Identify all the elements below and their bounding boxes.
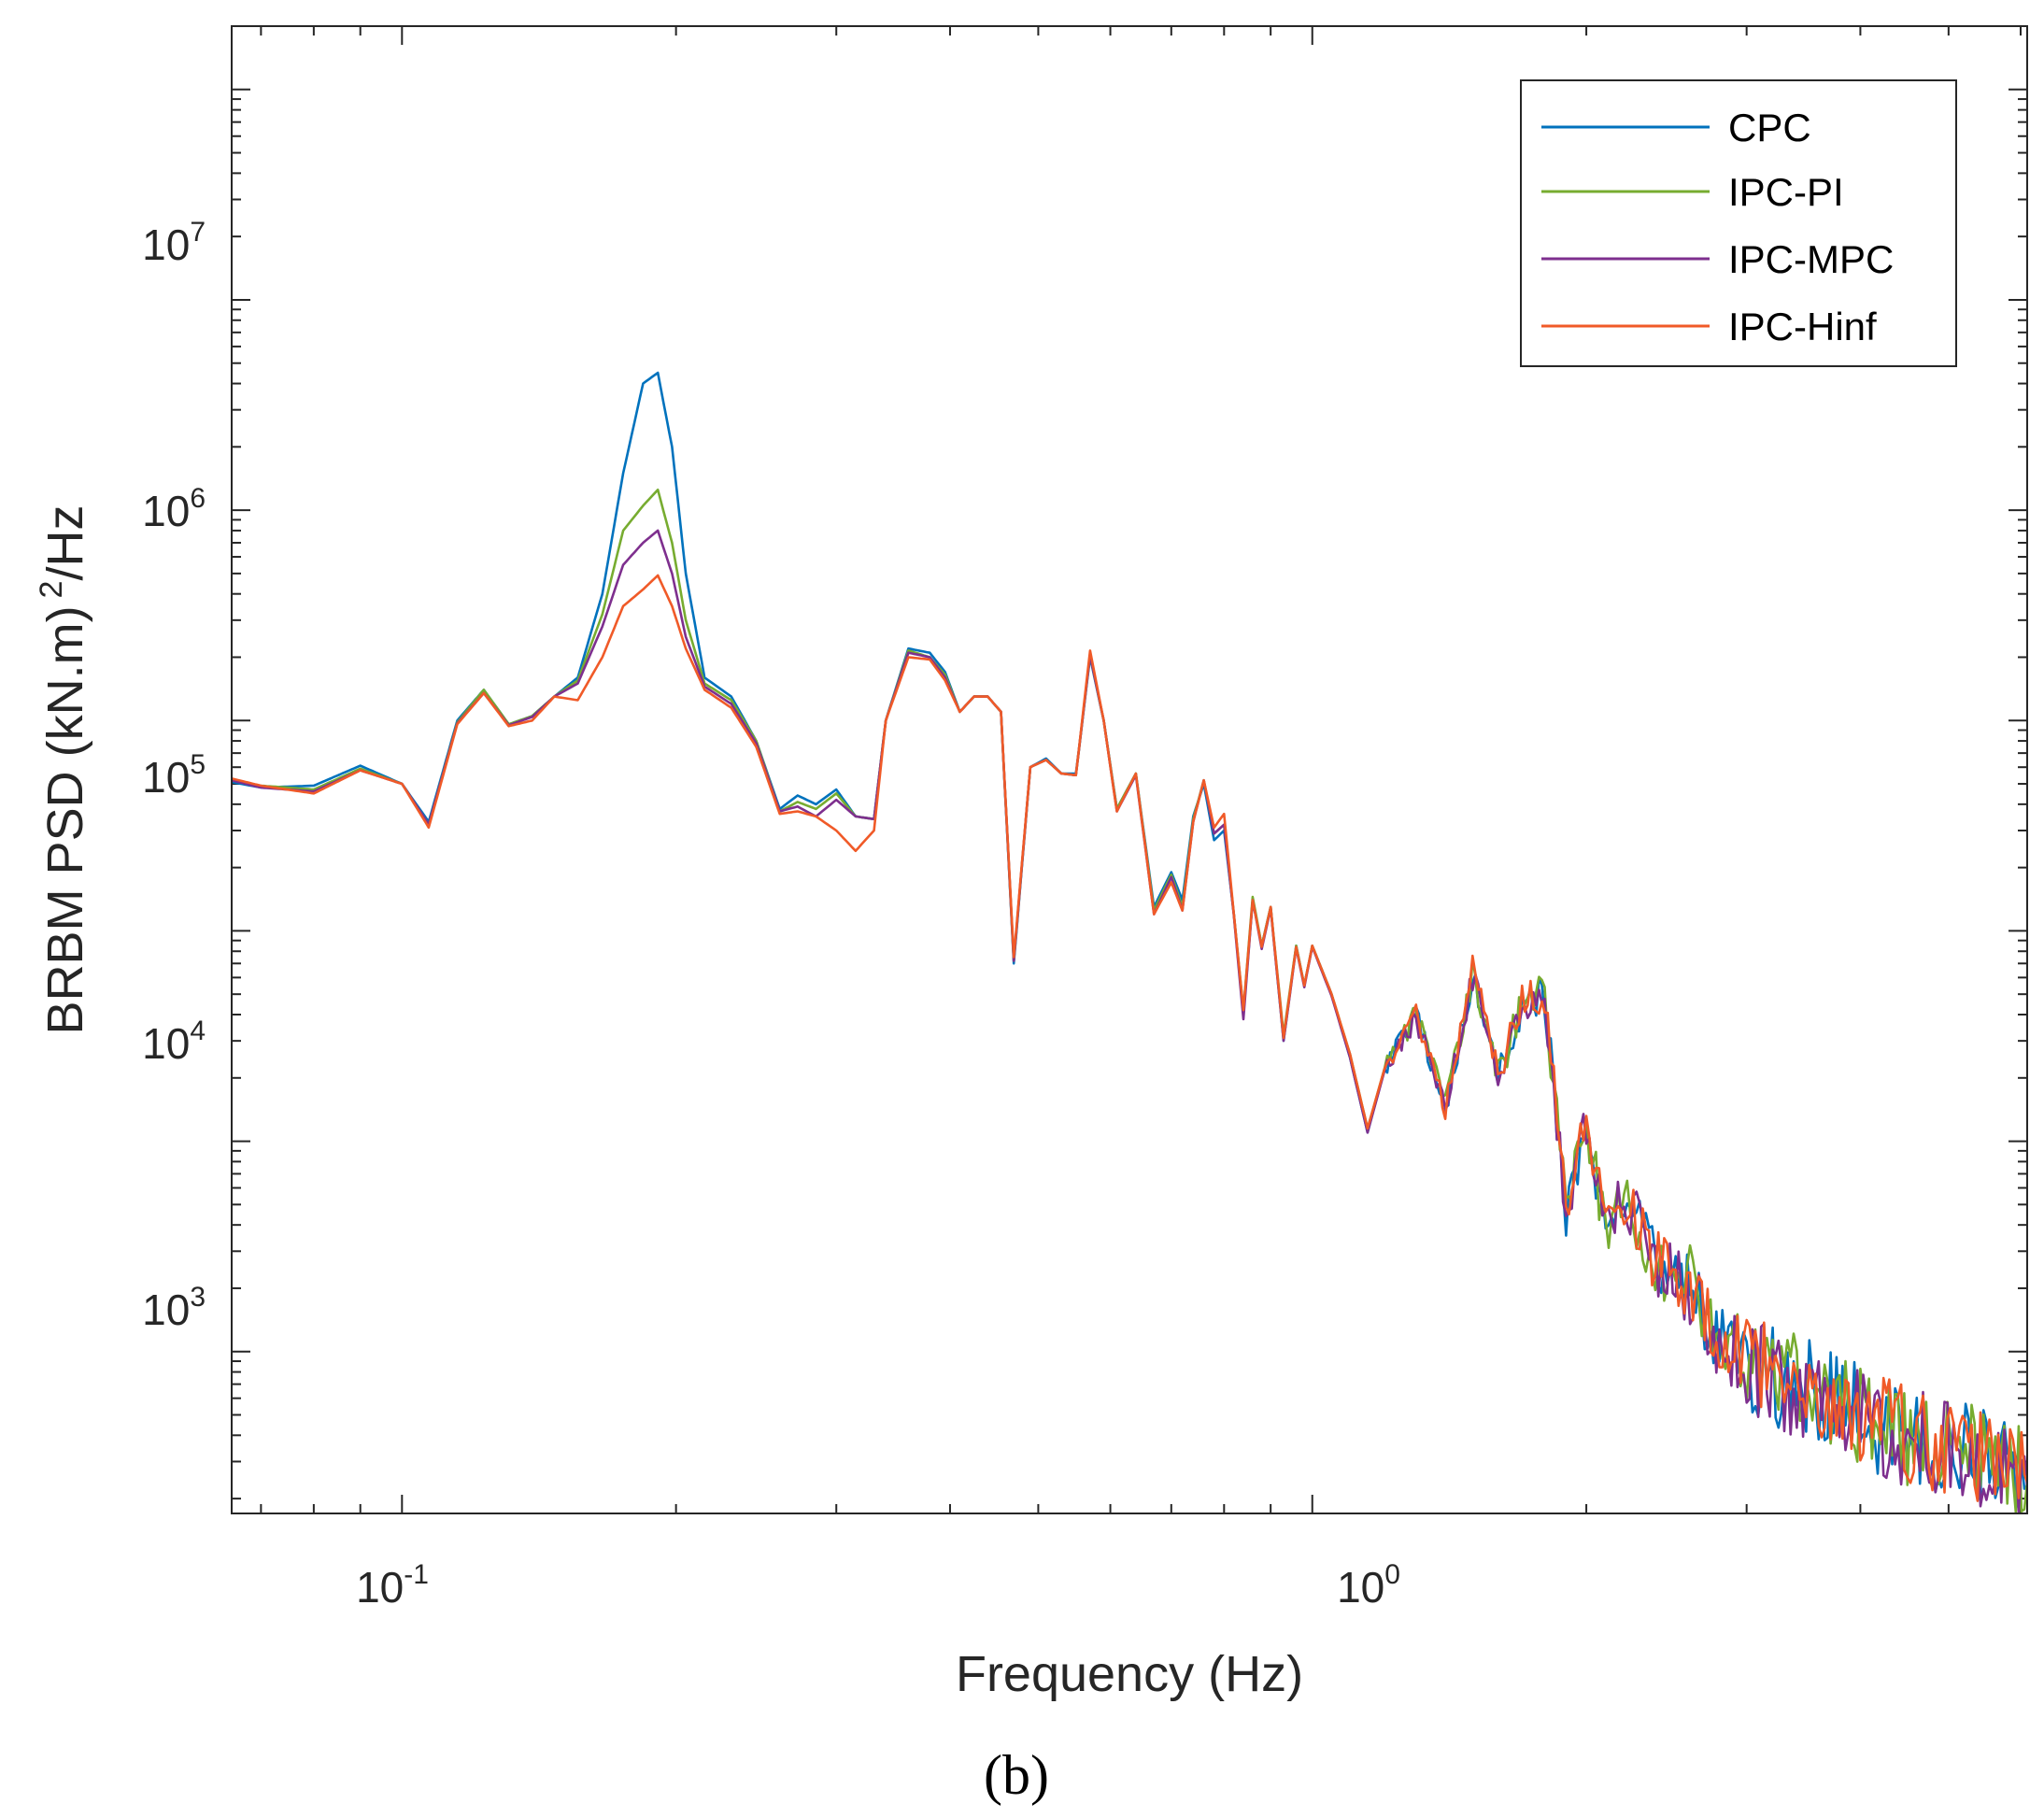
x-tick-labels: 10-1 100 <box>356 1559 1400 1612</box>
y-tick-label: 107 <box>142 217 206 269</box>
y-tick-label: 103 <box>142 1282 206 1334</box>
legend-label-ipc-pi: IPC-PI <box>1728 170 1844 214</box>
y-tick-label: 106 <box>142 483 206 535</box>
legend-label-ipc-hinf: IPC-Hinf <box>1728 305 1877 348</box>
axes-box <box>231 25 2028 1514</box>
series-layer <box>232 371 2027 1513</box>
axis-ticks <box>232 25 2027 1513</box>
legend-label-cpc: CPC <box>1728 106 1811 149</box>
series-line-ipc-hinf <box>232 574 2027 1502</box>
y-tick-label: 105 <box>142 749 206 802</box>
legend: CPC IPC-PI IPC-MPC IPC-Hinf <box>1520 79 1957 367</box>
y-axis-label: BRBM PSD (kN.m)2/Hz <box>34 505 93 1035</box>
y-tick-label: 104 <box>142 1016 206 1068</box>
figure-caption: (b) <box>984 1744 1049 1806</box>
x-tick-label: 10-1 <box>356 1559 429 1612</box>
y-tick-labels: 103 104 105 106 107 <box>142 217 206 1334</box>
x-tick-label: 100 <box>1337 1559 1400 1612</box>
x-axis-label: Frequency (Hz) <box>956 1646 1303 1702</box>
legend-label-ipc-mpc: IPC-MPC <box>1728 237 1894 281</box>
